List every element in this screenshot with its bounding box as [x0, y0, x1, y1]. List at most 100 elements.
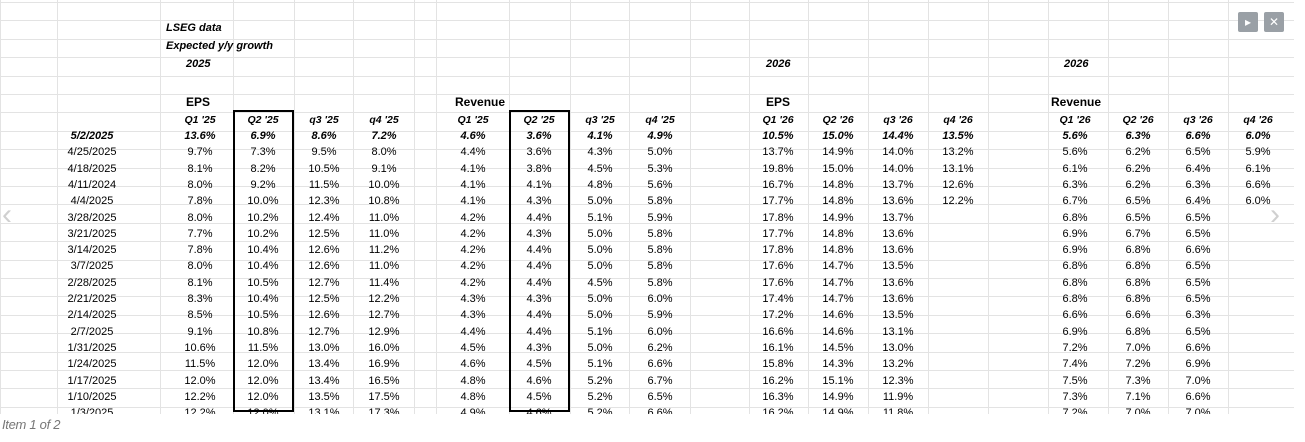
table-cell: 13.1% — [942, 163, 974, 175]
grid-row-line — [0, 370, 1294, 371]
table-cell: 4.6% — [460, 130, 486, 142]
column-header: q3 '25 — [309, 114, 339, 126]
table-cell: 10.4% — [247, 244, 279, 256]
table-cell: 12.0% — [247, 391, 279, 403]
eps-2025-group-label: EPS — [186, 95, 211, 109]
table-cell: 17.7% — [762, 195, 794, 207]
column-header: Q1 '25 — [184, 114, 216, 126]
table-cell: 4.3% — [526, 293, 552, 305]
table-cell: 8.0% — [187, 212, 213, 224]
table-cell: 12.7% — [368, 309, 400, 321]
table-cell: 4.5% — [587, 163, 613, 175]
table-cell: 7.0% — [1185, 375, 1211, 387]
table-cell: 7.2% — [1062, 407, 1088, 414]
table-cell: 4.2% — [460, 228, 486, 240]
table-cell: 5.3% — [647, 163, 673, 175]
image-viewer: LSEG data Expected y/y growth 2025 2026 … — [0, 0, 1294, 414]
table-cell: 16.2% — [762, 407, 794, 414]
table-cell: 5.0% — [587, 195, 613, 207]
table-cell: 13.1% — [308, 407, 340, 414]
table-cell: 7.8% — [187, 244, 213, 256]
table-cell: 5.0% — [587, 260, 613, 272]
grid-column-line — [57, 0, 58, 414]
table-cell: 5.1% — [587, 212, 613, 224]
table-cell: 7.4% — [1062, 358, 1088, 370]
table-cell: 14.8% — [822, 195, 854, 207]
table-cell: 12.5% — [308, 293, 340, 305]
table-cell: 12.9% — [368, 326, 400, 338]
table-cell: 6.3% — [1185, 309, 1211, 321]
close-button[interactable]: ✕ — [1264, 12, 1284, 32]
column-header: q3 '26 — [1183, 114, 1213, 126]
table-cell: 5.1% — [587, 326, 613, 338]
table-cell: 14.8% — [822, 179, 854, 191]
table-cell: 6.8% — [1125, 326, 1151, 338]
table-cell: 12.4% — [308, 212, 340, 224]
table-cell: 11.5% — [247, 342, 279, 354]
grid-row-line — [0, 94, 1294, 95]
table-cell: 12.2% — [368, 293, 400, 305]
grid-column-line — [570, 0, 571, 414]
row-date-cell: 4/11/2024 — [67, 179, 117, 191]
table-cell: 6.6% — [1125, 309, 1151, 321]
grid-column-line — [1168, 0, 1169, 414]
row-date-cell: 2/21/2025 — [67, 293, 117, 305]
table-cell: 6.6% — [1185, 244, 1211, 256]
grid-row-line — [0, 112, 1294, 113]
table-cell: 14.8% — [822, 244, 854, 256]
table-cell: 14.7% — [822, 293, 854, 305]
grid-row-line — [0, 241, 1294, 242]
table-cell: 14.7% — [822, 277, 854, 289]
table-cell: 10.4% — [247, 260, 279, 272]
play-button[interactable]: ▸ — [1238, 12, 1258, 32]
q2-25-revenue-highlight-box — [509, 110, 570, 412]
table-cell: 8.0% — [187, 179, 213, 191]
column-header: Q2 '26 — [1122, 114, 1154, 126]
table-cell: 5.6% — [647, 179, 673, 191]
grid-row-line — [0, 168, 1294, 169]
table-cell: 15.0% — [822, 130, 854, 142]
table-cell: 6.7% — [1062, 195, 1088, 207]
table-cell: 9.2% — [250, 179, 276, 191]
table-cell: 12.6% — [942, 179, 974, 191]
next-arrow-icon[interactable]: › — [1270, 198, 1280, 231]
table-cell: 4.5% — [526, 358, 552, 370]
table-cell: 13.1% — [882, 326, 914, 338]
table-cell: 12.0% — [184, 375, 216, 387]
table-cell: 4.6% — [526, 375, 552, 387]
row-date-cell: 3/28/2025 — [67, 212, 117, 224]
grid-column-line — [868, 0, 869, 414]
table-cell: 6.3% — [1185, 179, 1211, 191]
previous-arrow-icon[interactable]: ‹ — [2, 198, 12, 231]
grid-column-line — [808, 0, 809, 414]
grid-row-line — [0, 352, 1294, 353]
table-cell: 7.8% — [187, 195, 213, 207]
table-cell: 11.5% — [184, 358, 216, 370]
table-cell: 8.1% — [187, 277, 213, 289]
table-cell: 5.2% — [587, 375, 613, 387]
table-cell: 6.6% — [1185, 130, 1211, 142]
table-cell: 6.8% — [1062, 293, 1088, 305]
table-cell: 4.1% — [587, 130, 613, 142]
table-cell: 8.1% — [187, 163, 213, 175]
table-cell: 7.2% — [1125, 358, 1151, 370]
grid-column-line — [160, 0, 161, 414]
table-cell: 4.4% — [460, 326, 486, 338]
table-cell: 17.7% — [762, 228, 794, 240]
grid-row-line — [0, 407, 1294, 408]
table-cell: 7.1% — [1125, 391, 1151, 403]
table-cell: 16.3% — [762, 391, 794, 403]
year-2026-revenue-label: 2026 — [1064, 58, 1089, 70]
table-cell: 14.0% — [882, 163, 914, 175]
row-date-cell: 4/25/2025 — [67, 146, 117, 158]
table-cell: 17.5% — [368, 391, 400, 403]
table-cell: 10.8% — [368, 195, 400, 207]
table-cell: 8.0% — [187, 260, 213, 272]
table-cell: 6.2% — [1125, 146, 1151, 158]
row-date-cell: 4/18/2025 — [67, 163, 117, 175]
grid-row-line — [0, 223, 1294, 224]
table-cell: 6.8% — [1125, 293, 1151, 305]
table-cell: 9.5% — [311, 146, 337, 158]
table-cell: 7.7% — [187, 228, 213, 240]
table-cell: 7.2% — [1062, 342, 1088, 354]
